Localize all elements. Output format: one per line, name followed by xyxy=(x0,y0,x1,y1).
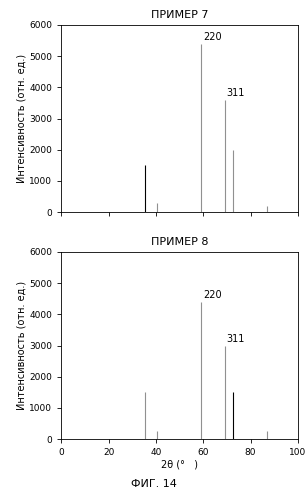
X-axis label: 2θ (°   ): 2θ (° ) xyxy=(161,460,198,470)
Text: ПРИМЕР 7: ПРИМЕР 7 xyxy=(151,10,208,20)
Text: 220: 220 xyxy=(203,290,222,300)
Text: 311: 311 xyxy=(226,88,245,98)
Y-axis label: Интенсивность (отн. ед.): Интенсивность (отн. ед.) xyxy=(17,54,27,183)
Text: 220: 220 xyxy=(203,32,222,42)
Y-axis label: Интенсивность (отн. ед.): Интенсивность (отн. ед.) xyxy=(17,281,27,410)
Text: ФИГ. 14: ФИГ. 14 xyxy=(130,479,177,489)
Text: 311: 311 xyxy=(226,334,245,344)
Text: ПРИМЕР 8: ПРИМЕР 8 xyxy=(151,237,208,247)
